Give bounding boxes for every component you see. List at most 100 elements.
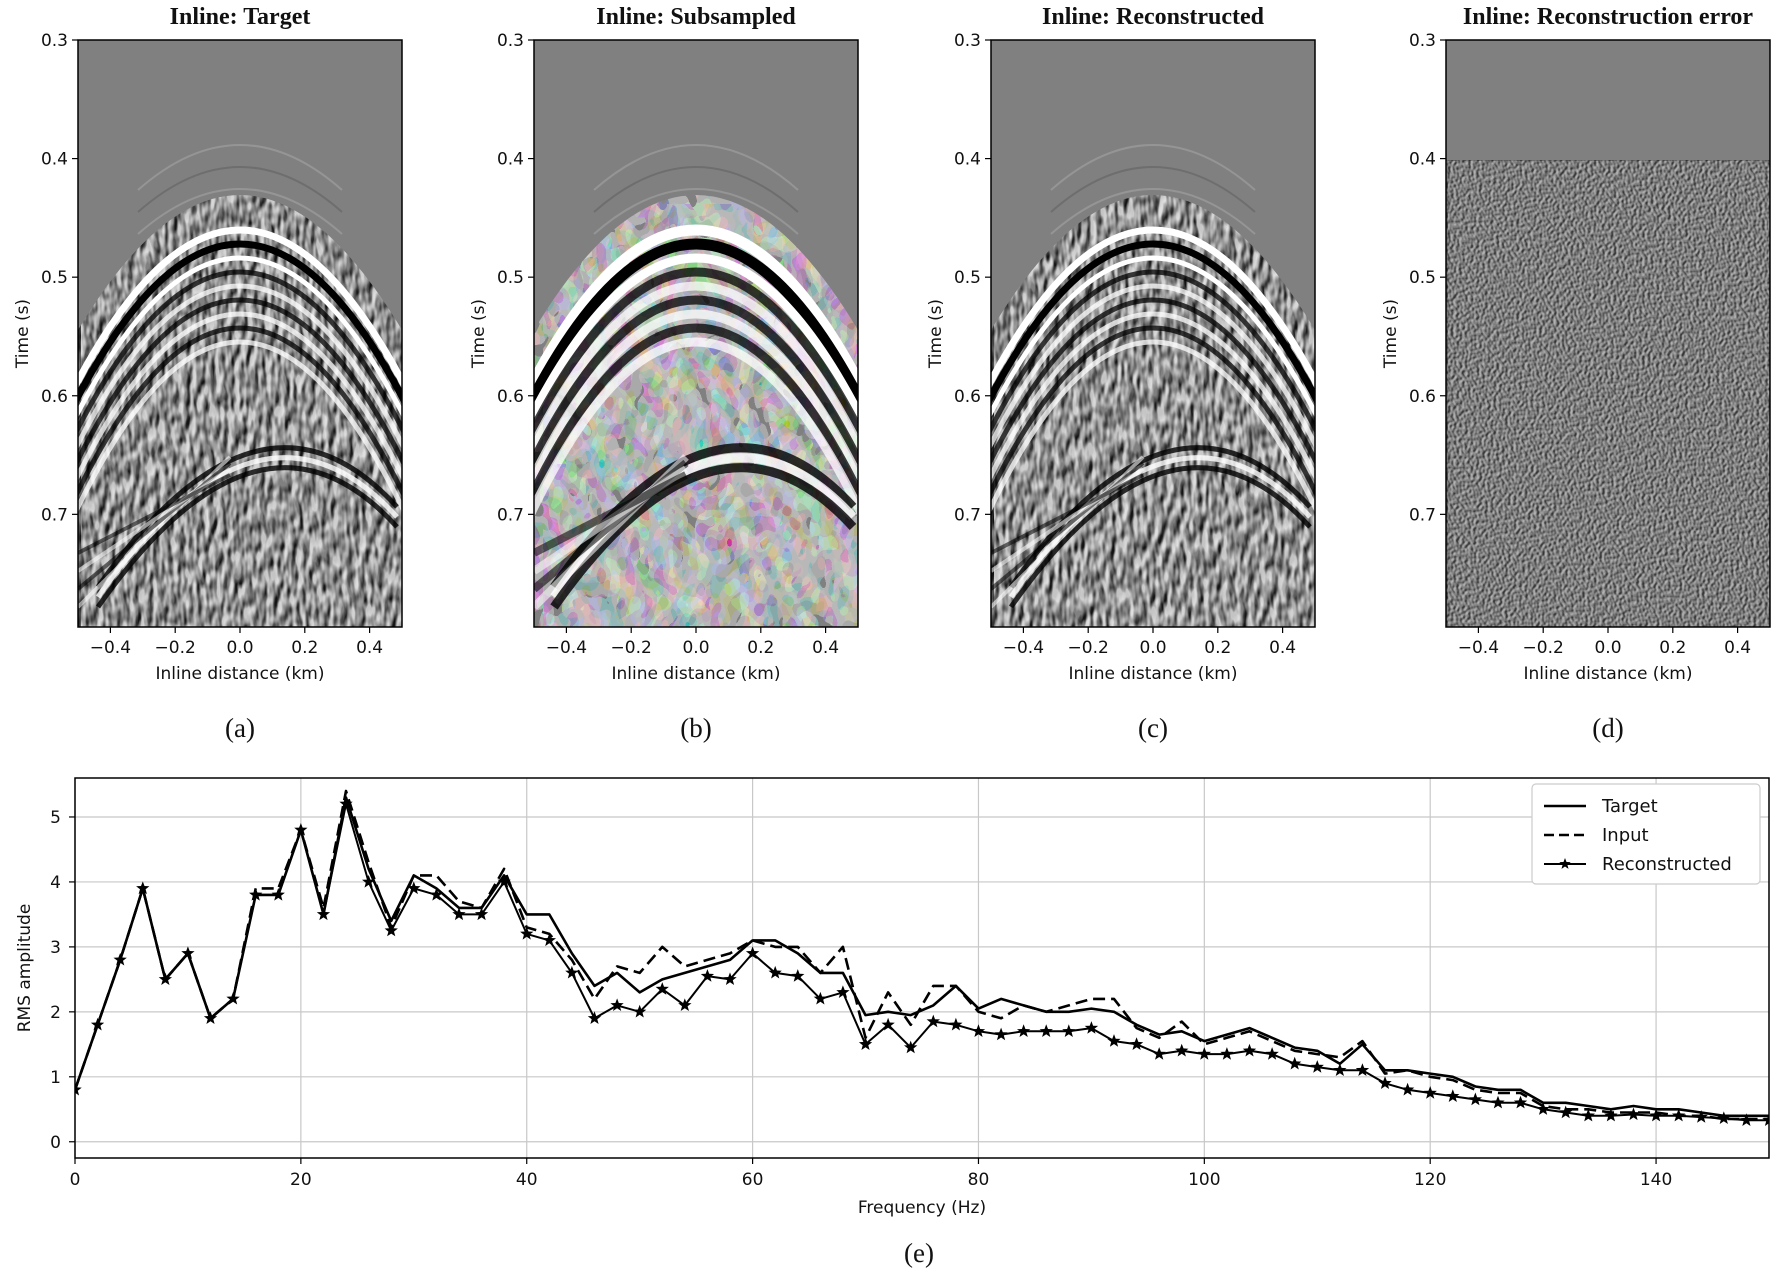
data-point-reconstructed [1152,1047,1166,1060]
y-tick-label: 0.4 [41,150,68,170]
x-tick-label: 0 [70,1170,81,1190]
y-tick-label: 5 [50,808,61,828]
y-tick-label: 0.7 [41,505,68,525]
y-tick-label: 0 [50,1133,61,1153]
data-point-reconstructed [633,1004,647,1018]
y-tick-label: 1 [50,1068,61,1088]
y-tick-label: 0.7 [497,505,524,525]
series-line-input [75,789,1769,1121]
data-point-reconstructed [203,1011,218,1024]
data-point-reconstructed [1378,1076,1392,1089]
panel-caption: (d) [1592,713,1623,743]
seismic-image [534,40,858,627]
y-axis-label: Time (s) [13,299,33,369]
y-tick-label: 0.3 [954,31,981,51]
x-tick-label: −0.2 [155,638,196,658]
y-axis-label: RMS amplitude [15,904,35,1033]
x-tick-label: 60 [742,1170,764,1190]
data-point-reconstructed [249,887,263,901]
data-point-reconstructed [745,946,760,959]
spectrum-chart: 0 20 40 60 80 100 120 140 0 1 2 3 4 5 Frequency (Hz) RM… [15,777,1770,1268]
x-axis-label: Frequency (Hz) [858,1198,986,1218]
legend-marker-star [1559,858,1571,869]
x-tick-label: 140 [1640,1170,1672,1190]
data-point-reconstructed [1423,1086,1437,1099]
data-point-reconstructed [362,874,376,888]
panel-d: Inline: Reconstruction error 0.3 0.4 0.5 0.6… [1381,4,1771,743]
series-line-target [75,796,1769,1118]
x-tick-label: 0.4 [1269,638,1296,658]
seismic-image [1446,40,1770,627]
data-point-reconstructed [1626,1107,1641,1121]
panel-c: Inline: Reconstructed 0.3 0.4 0.5 0.6 0.7 −0.4… [926,4,1316,743]
legend-label: Input [1602,825,1649,846]
y-tick-label: 0.5 [41,268,68,288]
data-point-reconstructed [1513,1095,1528,1109]
data-point-reconstructed [452,907,466,921]
x-axis-label: Inline distance (km) [1524,664,1693,684]
y-tick-label: 0.5 [497,268,524,288]
data-point-reconstructed [75,1082,82,1096]
x-tick-label: −0.2 [1068,638,1109,658]
data-point-reconstructed [565,965,579,979]
data-point-reconstructed [1288,1056,1302,1070]
data-point-reconstructed [768,965,782,979]
x-tick-label: −0.4 [546,638,587,658]
data-point-reconstructed [339,797,353,810]
x-tick-label: −0.4 [90,638,131,658]
data-point-reconstructed [158,972,172,985]
data-point-reconstructed [1559,1105,1573,1119]
y-tick-label: 0.6 [41,387,68,407]
y-tick-label: 0.3 [497,31,524,51]
data-point-reconstructed [1762,1113,1769,1126]
data-point-reconstructed [136,881,150,895]
data-point-reconstructed [1649,1108,1663,1122]
data-point-reconstructed [994,1027,1008,1041]
data-point-reconstructed [294,823,308,836]
y-tick-label: 0.5 [954,268,981,288]
data-point-reconstructed [1468,1092,1482,1106]
data-point-reconstructed [429,887,443,901]
data-point-reconstructed [1220,1047,1234,1060]
y-tick-label: 0.7 [954,505,981,525]
data-point-reconstructed [113,952,127,966]
x-tick-label: 0.0 [1594,638,1621,658]
y-tick-label: 0.7 [1409,505,1436,525]
data-point-reconstructed [904,1040,918,1054]
data-point-reconstructed [858,1037,873,1050]
legend-box [1531,783,1761,885]
legend-label: Reconstructed [1602,854,1732,875]
y-tick-label: 0.4 [1409,150,1436,170]
y-tick-label: 4 [50,873,61,893]
data-point-reconstructed [1197,1047,1211,1060]
data-point-reconstructed [723,972,737,985]
series-line-reconstructed [75,803,1769,1122]
y-axis-label: Time (s) [926,299,946,369]
data-point-reconstructed [1355,1063,1370,1076]
y-axis-label: Time (s) [1381,299,1401,369]
panel-title: Inline: Subsampled [596,4,796,30]
data-point-reconstructed [1017,1024,1031,1037]
y-tick-label: 0.4 [497,150,524,170]
x-tick-label: −0.4 [1458,638,1499,658]
data-point-reconstructed [271,887,285,901]
x-axis-label: Inline distance (km) [156,664,325,684]
legend-label: Target [1601,796,1658,817]
x-tick-label: 0.0 [1139,638,1166,658]
x-tick-label: 0.0 [226,638,253,658]
data-point-reconstructed [384,923,398,937]
data-point-reconstructed [1604,1108,1618,1122]
panel-caption: (a) [225,713,255,743]
y-tick-label: 0.4 [954,150,981,170]
data-point-reconstructed [678,998,692,1011]
y-axis-label: Time (s) [469,299,489,369]
x-tick-label: 100 [1188,1170,1220,1190]
x-tick-label: 0.4 [812,638,839,658]
y-tick-label: 0.5 [1409,268,1436,288]
panel-title: Inline: Reconstructed [1042,4,1265,30]
data-point-reconstructed [1717,1111,1731,1124]
panel-a: Inline: Target 0.3 0.4 0.5 0.6 0.7 −0.4 −0.2 0.0… [13,4,403,743]
data-point-reconstructed [1175,1043,1189,1057]
data-point-reconstructed [1694,1110,1708,1123]
data-point-reconstructed [1129,1037,1144,1050]
